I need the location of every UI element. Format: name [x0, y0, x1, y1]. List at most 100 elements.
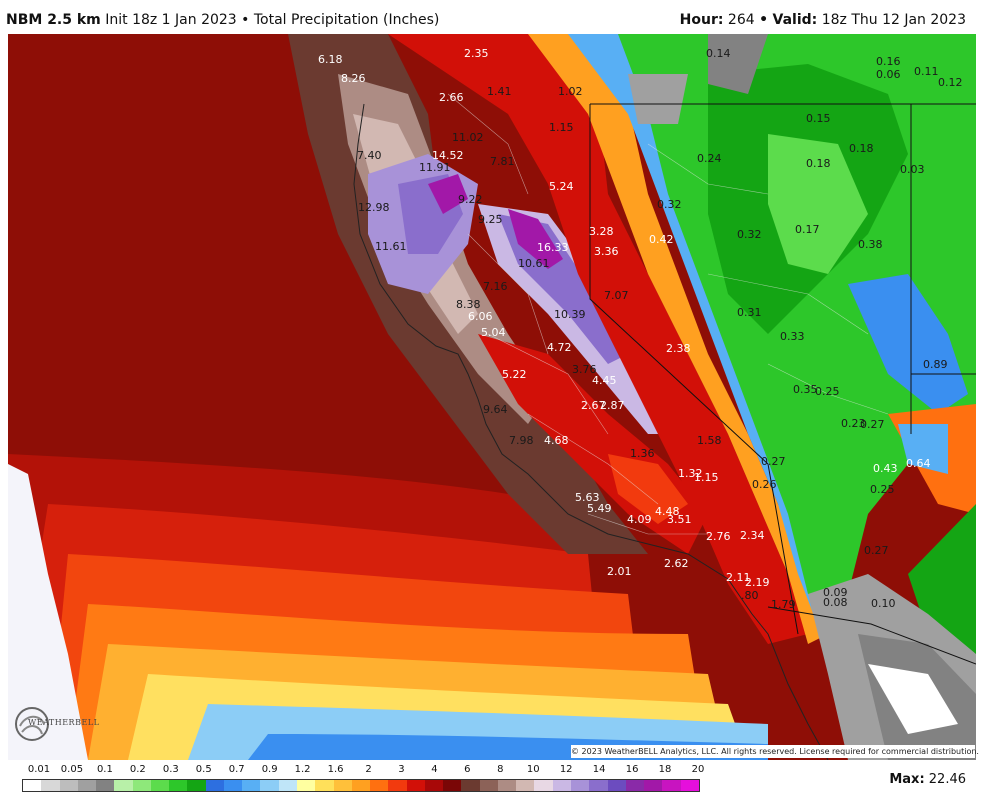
- colorbar-ticks: 0.01 0.05 0.1 0.2 0.3 0.5 0.7 0.9 1.2 1.6 2 3 4 6 8 10 1…: [22, 764, 705, 778]
- colorbar-swatch: [570, 780, 590, 791]
- colorbar-swatch: [41, 780, 60, 791]
- colorbar-swatch: [351, 780, 371, 791]
- colorbar-swatch: [132, 780, 151, 791]
- precip-value-label: 7.07: [604, 289, 629, 302]
- colorbar-swatch: [443, 780, 462, 791]
- precip-value-label: 1.41: [487, 85, 512, 98]
- precip-value-label: 6.06: [468, 310, 493, 323]
- precip-value-label: 2.38: [666, 342, 691, 355]
- precip-value-label: 0.14: [706, 47, 731, 60]
- precip-value-label: 4.72: [547, 341, 572, 354]
- valid-value: 18z Thu 12 Jan 2023: [821, 12, 966, 28]
- precip-value-label: 2.01: [607, 565, 632, 578]
- colorbar-swatch: [278, 780, 297, 791]
- colorbar-swatch: [662, 780, 681, 791]
- precip-value-label: 1.15: [694, 471, 719, 484]
- colorbar-tick-label: 6: [464, 764, 471, 775]
- precip-value-label: 5.22: [502, 368, 527, 381]
- logo-swirl-icon: [15, 707, 49, 741]
- colorbar-swatch: [296, 780, 316, 791]
- precip-value-label: 0.24: [697, 152, 722, 165]
- colorbar-tick-label: 1.2: [294, 764, 311, 775]
- precip-value-label: 5.49: [587, 502, 612, 515]
- precip-value-label: 2.76: [706, 530, 731, 543]
- precip-value-label: 0.15: [806, 112, 831, 125]
- precip-value-label: 2.62: [664, 557, 689, 570]
- colorbar-swatch: [260, 780, 279, 791]
- colorbar-swatch: [333, 780, 352, 791]
- precipitation-map[interactable]: 6.18 8.26 2.35 2.66 1.41 1.02 1.15 11.02 14.52 7.…: [8, 34, 976, 760]
- copyright-notice: © 2023 WeatherBELL Analytics, LLC. All r…: [571, 745, 979, 758]
- precip-value-label: 4.68: [544, 434, 569, 447]
- precip-value-label: 0.33: [780, 330, 805, 343]
- colorbar-tick-label: 1.6: [327, 764, 344, 775]
- precip-value-label: 0.89: [923, 358, 948, 371]
- colorbar-swatch: [370, 780, 389, 791]
- product-name: Total Precipitation (Inches): [253, 12, 440, 28]
- colorbar-tick-label: 0.1: [96, 764, 113, 775]
- colorbar-swatch: [150, 780, 170, 791]
- precip-value-label: 6.18: [318, 53, 343, 66]
- colorbar-tick-label: 20: [691, 764, 705, 775]
- precip-value-label: 7.98: [509, 434, 534, 447]
- precip-value-label: 0.18: [806, 157, 831, 170]
- precip-value-label: 0.26: [752, 478, 777, 491]
- colorbar-swatch: [77, 780, 97, 791]
- precip-value-label: 4.09: [627, 513, 652, 526]
- precip-value-label: 0.27: [864, 544, 889, 557]
- header-left: NBM 2.5 km Init 18z 1 Jan 2023 • Total P…: [6, 12, 439, 28]
- precip-value-label: 12.98: [358, 201, 390, 214]
- precip-value-label: 2.11: [726, 571, 751, 584]
- header-bullet: •: [241, 12, 250, 28]
- colorbar-swatch: [497, 780, 517, 791]
- colorbar-tick-label: 0.3: [162, 764, 179, 775]
- colorbar-swatch: [96, 780, 115, 791]
- precip-value-label: 3.51: [667, 513, 692, 526]
- precip-value-label: 0.25: [870, 483, 895, 496]
- precip-value-label: 9.25: [478, 213, 503, 226]
- colorbar-swatch: [625, 780, 645, 791]
- precip-value-label: 2.87: [600, 399, 625, 412]
- precip-value-label: 3.76: [572, 363, 597, 376]
- colorbar-swatch: [388, 780, 407, 791]
- precip-value-label: 0.42: [649, 233, 674, 246]
- max-value: Max: 22.46: [889, 772, 966, 787]
- precip-value-label: 10.61: [518, 257, 550, 270]
- precip-value-label: 4.48: [655, 505, 680, 518]
- precip-value-label: 10.39: [554, 308, 586, 321]
- precip-value-label: 11.02: [452, 131, 484, 144]
- colorbar-tick-label: 18: [658, 764, 672, 775]
- precip-value-label: 11.61: [375, 240, 407, 253]
- precip-value-label: 5.24: [549, 180, 574, 193]
- precip-value-label: 0.16: [876, 55, 901, 68]
- colorbar-swatch: [479, 780, 498, 791]
- precip-value-label: 0.12: [938, 76, 963, 89]
- colorbar-swatch: [589, 780, 608, 791]
- map-header: NBM 2.5 km Init 18z 1 Jan 2023 • Total P…: [0, 0, 984, 34]
- precip-value-label: 2.66: [439, 91, 464, 104]
- precip-value-label: 8.26: [341, 72, 366, 85]
- precip-value-label: 1.32: [678, 467, 703, 480]
- precip-value-label: 8.38: [456, 298, 481, 311]
- colorbar-swatch: [169, 780, 188, 791]
- precip-value-label: 16.33: [537, 241, 569, 254]
- precip-value-label: 0.08: [823, 596, 848, 609]
- colorbar-swatch: [205, 780, 224, 791]
- precip-value-label: 0.25: [815, 385, 840, 398]
- colorbar-swatch: [607, 780, 626, 791]
- colorbar-swatch: [59, 780, 78, 791]
- colorbar-tick-label: 0.05: [60, 764, 84, 775]
- colorbar-tick-label: 2: [365, 764, 372, 775]
- precip-value-label: 0.43: [873, 462, 898, 475]
- logo-text: WEATHERBELL: [28, 718, 100, 727]
- precip-value-label: 3.28: [589, 225, 614, 238]
- precip-value-label: 2.34: [740, 529, 765, 542]
- precip-value-label: 11.91: [419, 161, 451, 174]
- precip-value-label: 5.04: [481, 326, 506, 339]
- precip-value-label: 0.23: [841, 417, 866, 430]
- precip-value-label: 9.64: [483, 403, 508, 416]
- precip-value-label: 0.18: [849, 142, 874, 155]
- precip-value-label: 5.63: [575, 491, 600, 504]
- colorbar-swatch: [223, 780, 243, 791]
- precipitation-field: [8, 34, 976, 760]
